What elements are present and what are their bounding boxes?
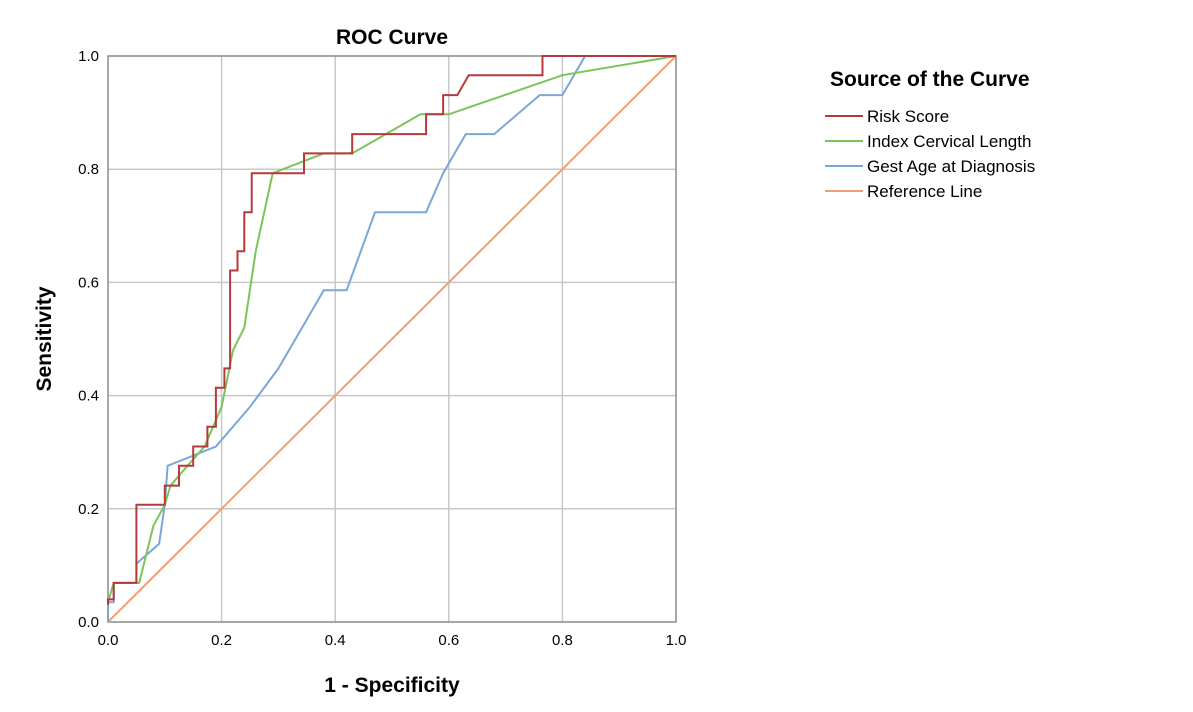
x-tick-label: 0.2	[211, 632, 232, 649]
legend-title: Source of the Curve	[830, 68, 1030, 91]
y-tick-label: 1.0	[78, 48, 99, 65]
legend-label: Reference Line	[867, 182, 982, 201]
series-line-risk-score	[107, 55, 676, 605]
x-tick-label: 0.0	[98, 632, 119, 649]
grid	[108, 56, 676, 622]
series-lines	[107, 55, 677, 623]
x-axis-title: 1 - Specificity	[324, 674, 460, 697]
plot-frame	[107, 55, 677, 623]
x-tick-label: 0.4	[325, 632, 346, 649]
x-tick-label: 0.6	[438, 632, 459, 649]
legend: Risk Score Index Cervical Length Gest Age …	[825, 107, 1035, 201]
y-tick-label: 0.0	[78, 614, 99, 631]
y-tick-label: 0.8	[78, 161, 99, 178]
chart-title: ROC Curve	[336, 26, 448, 49]
y-tick-label: 0.6	[78, 274, 99, 291]
legend-label: Index Cervical Length	[867, 132, 1031, 151]
legend-label: Risk Score	[867, 107, 949, 126]
x-tick-label: 0.8	[552, 632, 573, 649]
series-line-index-cervical-length	[107, 55, 677, 603]
y-axis-ticks: 0.0 0.2 0.4 0.6 0.8 1.0	[78, 48, 99, 631]
y-tick-label: 0.2	[78, 501, 99, 518]
y-axis-title: Sensitivity	[33, 286, 56, 391]
y-tick-label: 0.4	[78, 388, 99, 405]
legend-label: Gest Age at Diagnosis	[867, 157, 1035, 176]
series-line-reference-line	[107, 55, 677, 623]
x-axis-ticks: 0.0 0.2 0.4 0.6 0.8 1.0	[98, 632, 687, 649]
x-tick-label: 1.0	[666, 632, 687, 649]
